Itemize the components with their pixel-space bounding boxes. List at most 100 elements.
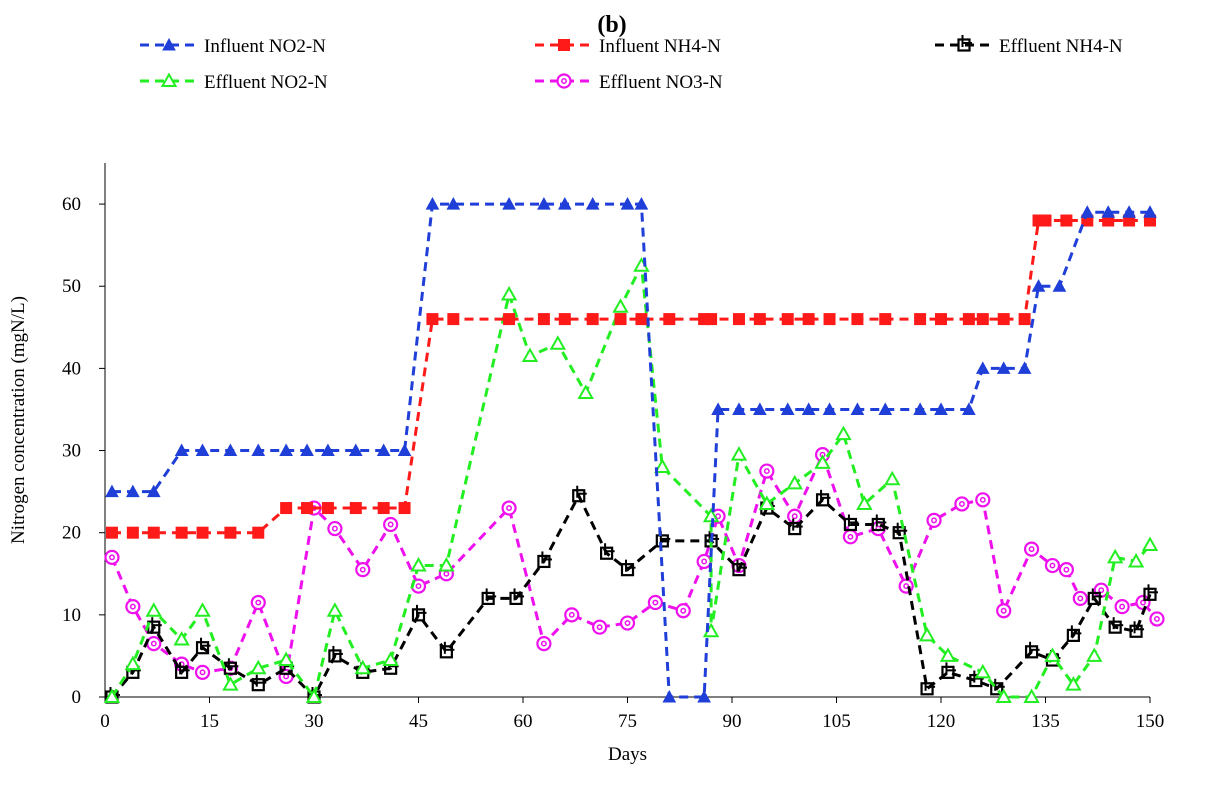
data-point: [913, 402, 927, 415]
data-point: [521, 347, 539, 363]
y-axis-label: Nitrogen concentration (mgN/L): [8, 296, 29, 544]
data-point: [962, 313, 975, 326]
data-point: [1122, 205, 1136, 218]
y-tick-label: 30: [62, 441, 81, 462]
data-point: [327, 520, 343, 537]
data-point: [753, 313, 766, 326]
data-point: [147, 617, 162, 634]
data-point: [634, 197, 649, 210]
data-point: [251, 443, 266, 457]
data-point: [397, 443, 412, 457]
x-tick-label: 15: [200, 711, 219, 732]
data-point: [1149, 611, 1165, 627]
data-point: [585, 197, 600, 210]
data-point: [939, 647, 957, 662]
data-point: [620, 559, 636, 577]
data-point: [348, 443, 363, 457]
data-point: [856, 495, 873, 510]
y-tick-label: 40: [62, 358, 81, 379]
data-point: [173, 630, 190, 646]
legend-item: Effluent NH4-N: [935, 35, 1123, 57]
data-point: [537, 551, 552, 569]
data-point: [1044, 647, 1061, 662]
data-point: [224, 526, 237, 539]
data-point: [1127, 552, 1145, 568]
data-point: [447, 313, 460, 326]
legend-marker: [556, 73, 572, 89]
data-point: [557, 197, 572, 210]
legend-marker: [558, 39, 570, 51]
data-point: [1129, 621, 1145, 638]
data-point: [104, 549, 120, 565]
data-point: [654, 458, 671, 473]
data-point: [1065, 676, 1082, 691]
data-point: [954, 496, 970, 512]
legend-label: Effluent NO3-N: [599, 72, 723, 93]
x-axis-label: Days: [608, 744, 647, 765]
data-point: [871, 514, 887, 532]
data-point: [126, 526, 139, 539]
x-tick-label: 150: [1136, 711, 1165, 732]
data-point: [377, 502, 390, 515]
data-point: [647, 594, 663, 611]
data-point: [1023, 541, 1040, 557]
legend-marker: [162, 37, 176, 51]
data-point: [279, 443, 293, 457]
data-point: [696, 553, 712, 570]
series-line: [110, 450, 1159, 683]
data-point: [549, 335, 567, 350]
data-point: [592, 619, 608, 635]
data-point: [500, 285, 518, 301]
series-effluent-no2-n: [103, 257, 1159, 703]
y-tick-label: 10: [62, 605, 81, 626]
data-point: [1044, 557, 1061, 574]
data-point: [572, 485, 587, 503]
data-point: [974, 663, 992, 679]
data-point: [537, 197, 551, 210]
data-point: [194, 664, 211, 680]
data-point: [194, 602, 211, 617]
data-point: [1080, 205, 1095, 218]
data-point: [126, 484, 140, 498]
data-point: [786, 474, 803, 490]
data-point: [124, 655, 142, 671]
x-tick-label: 30: [305, 711, 324, 732]
data-point: [996, 603, 1012, 619]
x-tick-label: 0: [100, 711, 110, 732]
data-point: [1060, 214, 1073, 227]
y-tick-label: 60: [62, 194, 81, 215]
legend-item: Influent NO2-N: [140, 36, 326, 57]
data-point: [321, 443, 335, 457]
data-point: [1018, 313, 1031, 326]
data-point: [175, 662, 190, 679]
data-point: [996, 361, 1011, 374]
data-point: [962, 402, 976, 415]
data-point: [753, 402, 767, 415]
data-point: [663, 313, 676, 326]
data-point: [300, 443, 314, 457]
data-point: [835, 425, 852, 441]
data-point: [250, 594, 266, 611]
data-point: [1017, 361, 1032, 374]
data-point: [536, 635, 552, 652]
data-point: [802, 313, 815, 326]
data-point: [780, 402, 795, 415]
data-point: [614, 313, 627, 326]
series-line: [111, 219, 1150, 535]
data-point: [892, 522, 908, 540]
data-point: [884, 470, 901, 486]
data-point: [222, 676, 239, 691]
data-point: [383, 516, 399, 533]
x-tick-label: 90: [723, 711, 742, 732]
data-point: [251, 674, 267, 692]
data-point: [1101, 205, 1116, 218]
data-point: [1141, 536, 1159, 552]
series-influent-nh4-n: [105, 214, 1156, 539]
x-tick-label: 135: [1031, 711, 1060, 732]
data-point: [815, 489, 831, 507]
data-point: [920, 678, 936, 696]
data-point: [635, 313, 648, 326]
data-point: [732, 313, 745, 326]
data-point: [1108, 617, 1124, 634]
